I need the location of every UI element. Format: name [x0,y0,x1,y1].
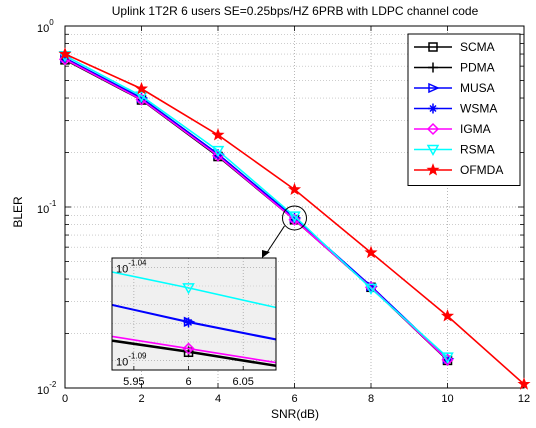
series-marker-rsma [135,91,148,103]
inset-x-tick-label: 6 [185,376,191,388]
legend-entry-rsma: RSMA [414,143,495,157]
series-marker-igma [441,353,454,366]
series-marker-ofmda [517,377,531,390]
x-axis-label: SNR(dB) [271,407,319,421]
inset-background [112,258,276,370]
y-tick-exponent: -1 [49,199,57,208]
series-marker-wsma [366,281,376,292]
chart-title: Uplink 1T2R 6 users SE=0.25bps/HZ 6PRB w… [112,4,479,18]
y-tick-exponent: 0 [49,18,54,27]
x-tick-label: 10 [441,393,453,405]
series-marker-rsma [364,283,378,295]
series-line-rsma [64,55,449,358]
series-marker-rsma [288,211,301,223]
inset-y-tick-exponent: -1.09 [128,352,147,361]
series-marker-rsma [441,352,454,364]
legend-marker-scma [428,42,438,52]
series-marker-rsma [211,145,225,158]
legend-entry-wsma: WSMA [414,102,497,116]
series-marker-ofmda [134,81,149,95]
x-tick-label: 8 [368,393,374,405]
legend-entry-pdma: PDMA [414,61,495,75]
legend-entry-ofmda: OFMDA [414,163,503,177]
x-tick-label: 4 [215,393,221,405]
inset-series-wsma [111,304,277,341]
legend-label-igma: IGMA [460,122,491,136]
zoom-callout-circle [282,205,307,231]
legend-label-ofmda: OFMDA [460,163,503,177]
inset-x-tick-label: 5.95 [123,376,144,388]
series-marker-wsma [136,93,147,104]
series-marker-ofmda [440,309,455,322]
legend-box [407,33,521,186]
series-marker-ofmda [287,182,302,196]
inset-series-line-igma [111,335,277,364]
series-marker-igma [288,213,301,226]
legend-entry-igma: IGMA [414,122,491,136]
legend-label-wsma: WSMA [460,102,497,116]
inset-series-marker-wsma [183,317,194,328]
zoom-callout-arrow [265,225,285,255]
y-axis-label: BLER [11,196,25,228]
inset-series-igma [111,335,277,364]
series-marker-ofmda [58,47,72,60]
series-marker-wsma [60,53,70,64]
legend-marker-rsma [426,144,440,157]
y-tick-label: 10-1 [37,199,57,216]
series-ofmda [58,47,531,390]
legend-label-pdma: PDMA [460,61,495,75]
legend-marker-musa [428,82,440,94]
y-tick-label: 10-2 [37,380,57,397]
legend-label-musa: MUSA [460,81,495,95]
legend-marker-igma [426,122,440,136]
legend-entry-scma: SCMA [414,40,495,54]
series-rsma [58,50,454,364]
y-tick-exponent: -2 [49,380,57,389]
x-tick-label: 6 [291,393,297,405]
legend-label-rsma: RSMA [460,143,495,157]
inset-series-rsma [111,271,277,309]
plot-frame [64,25,525,389]
zoom-callout-arrowhead [262,250,270,258]
legend-marker-wsma [428,103,438,114]
inset-x-tick-label: 6.05 [232,376,253,388]
legend-entry-musa: MUSA [414,81,495,95]
inset-series-line-rsma [111,271,277,309]
legend-marker-pdma [428,62,438,73]
legend-marker-ofmda [426,163,440,176]
y-tick-label: 100 [37,18,54,35]
inset-y-tick-exponent: -1.04 [128,258,147,267]
inset-frame [111,257,277,371]
legend-label-scma: SCMA [460,40,495,54]
inset-series-marker-rsma [182,283,195,295]
x-tick-label: 2 [138,393,144,405]
series-marker-ofmda [364,245,378,259]
series-marker-ofmda [211,128,225,141]
x-tick-label: 0 [62,393,68,405]
series-marker-wsma [289,212,300,223]
inset-series-marker-igma [182,342,195,355]
x-tick-label: 12 [518,393,530,405]
